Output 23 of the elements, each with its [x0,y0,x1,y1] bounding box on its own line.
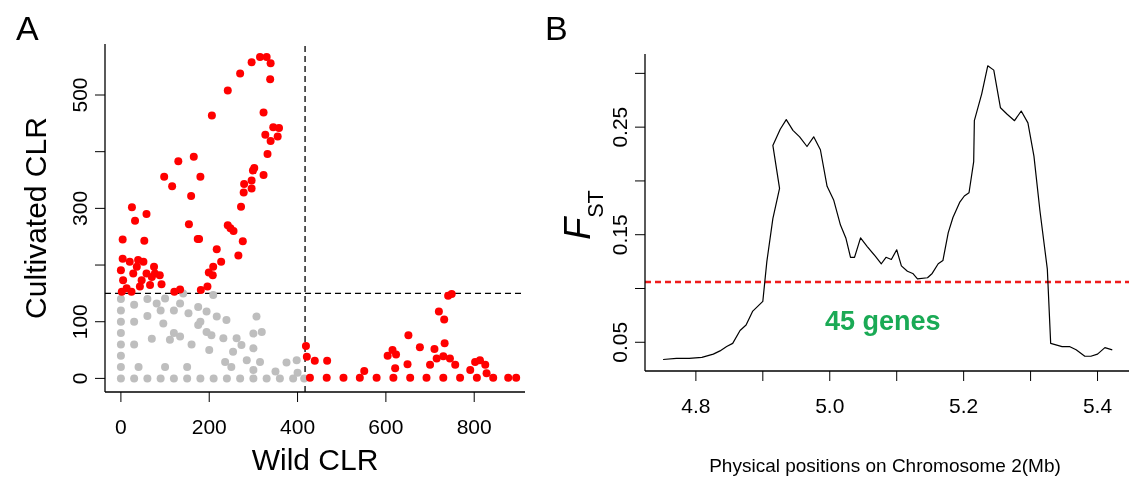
chart-title: B [545,9,568,47]
y-axis-title: Cultivated CLR [19,117,52,319]
x-tick-label: 200 [191,415,227,438]
annotation: 45 genes [825,306,941,337]
y-tick-label: 500 [68,77,91,113]
x-tick-label: 5.2 [949,394,979,417]
x-axis-title: Wild CLR [251,443,379,476]
y-tick-label: 100 [68,304,91,340]
y-tick-label: 0 [68,372,91,385]
y-tick-label: 300 [68,190,91,226]
line-series [662,65,1113,361]
chart-title: A [16,9,39,47]
y-tick-label: 0.25 [608,106,631,148]
x-tick-label: 600 [368,415,404,438]
x-tick-label: 4.8 [681,394,711,417]
x-tick-label: 0 [115,415,127,438]
x-tick-label: 5.0 [815,394,845,417]
x-axis-title: Physical positions on Chromosome 2(Mb) [709,455,1061,476]
y-tick-label: 0.05 [608,321,631,363]
x-tick-label: 5.4 [1082,394,1113,417]
x-tick-label: 800 [456,415,492,438]
x-tick-label: 400 [280,415,316,438]
y-tick-label: 0.15 [608,214,631,256]
